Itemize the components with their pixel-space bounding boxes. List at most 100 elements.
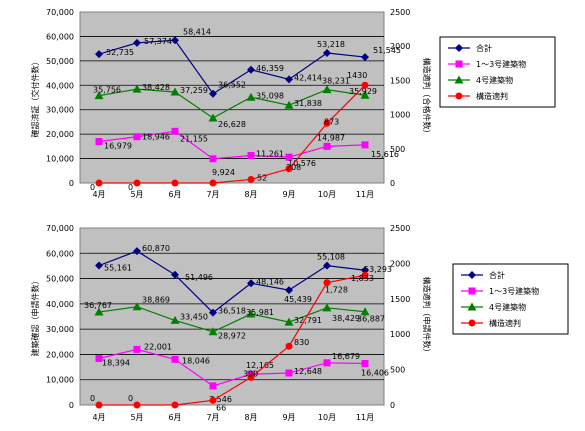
- y-tick-label: 70,000: [46, 8, 74, 17]
- data-label: 35,981: [246, 308, 274, 317]
- legend-marker: [468, 287, 476, 295]
- y2-tick-label: 2500: [390, 8, 410, 17]
- data-point: [95, 401, 103, 409]
- data-label: 38,869: [142, 296, 170, 305]
- y2-tick-label: 2500: [390, 224, 410, 233]
- y-tick-label: 50,000: [46, 57, 74, 66]
- data-point: [209, 396, 217, 404]
- data-point: [94, 91, 104, 100]
- data-label: 38,428: [142, 83, 170, 92]
- data-label: 7,546: [209, 395, 232, 404]
- data-label: 57,374: [144, 37, 172, 46]
- data-point: [171, 179, 179, 187]
- data-label: 9,924: [212, 168, 235, 177]
- data-point: [171, 36, 179, 45]
- series-line: [98, 306, 366, 333]
- y-tick-label: 60,000: [46, 32, 74, 41]
- data-point: [285, 342, 293, 350]
- legend-label: 構造適判: [489, 318, 521, 328]
- data-point: [361, 141, 369, 149]
- data-label: 58,414: [183, 27, 211, 36]
- data-label: 830: [294, 338, 309, 347]
- y-tick-label: 20,000: [46, 350, 74, 359]
- data-label: 10,576: [288, 159, 316, 168]
- data-label: 16,406: [361, 369, 389, 378]
- data-label: 31,838: [294, 99, 322, 108]
- x-tick-label: 6月: [168, 413, 181, 422]
- y-tick-label: 30,000: [46, 325, 74, 334]
- y2-axis-title: 構造適判（合格件数）: [422, 58, 432, 138]
- x-tick-label: 10月: [318, 413, 336, 422]
- data-point: [285, 286, 293, 295]
- data-point: [285, 153, 293, 161]
- legend-marker: [455, 92, 463, 100]
- data-label: 15,616: [371, 150, 399, 159]
- legend-label: 4号建築物: [489, 302, 526, 312]
- y-tick-label: 0: [69, 179, 74, 188]
- data-label: 22,001: [144, 342, 172, 351]
- x-tick-label: 9月: [282, 413, 295, 422]
- data-label: 37,259: [180, 86, 208, 95]
- data-label: 0: [128, 183, 133, 192]
- x-tick-label: 10月: [318, 190, 336, 199]
- data-point: [171, 270, 179, 279]
- x-tick-label: 8月: [244, 190, 257, 199]
- legend-label: 1～3号建築物: [489, 286, 539, 296]
- data-label: 14,987: [317, 133, 345, 142]
- data-label: 55,108: [317, 253, 345, 262]
- data-point: [133, 179, 141, 187]
- data-point: [133, 247, 141, 256]
- data-label: 32,791: [294, 316, 322, 325]
- data-point: [322, 303, 332, 312]
- data-label: 11,261: [256, 149, 284, 158]
- y2-tick-label: 1500: [390, 76, 410, 85]
- series-line: [98, 88, 366, 119]
- data-label: 52,735: [106, 48, 134, 57]
- data-label: 51,545: [373, 46, 401, 55]
- data-label: 1,833: [351, 274, 374, 283]
- y2-tick-label: 2000: [390, 42, 410, 51]
- data-point: [132, 84, 142, 93]
- legend-label: 4号建築物: [476, 75, 513, 85]
- data-point: [360, 307, 370, 316]
- data-point: [323, 142, 331, 150]
- data-label: 873: [324, 117, 339, 126]
- data-label: 0: [90, 183, 95, 192]
- data-point: [132, 302, 142, 311]
- data-point: [323, 279, 331, 287]
- data-label: 0: [90, 394, 95, 403]
- y-tick-label: 70,000: [46, 224, 74, 233]
- x-tick-label: 5月: [130, 190, 143, 199]
- data-label: 36,767: [84, 301, 112, 310]
- data-point: [171, 355, 179, 363]
- data-point: [323, 48, 331, 57]
- data-label: 18,046: [182, 356, 210, 365]
- data-point: [171, 401, 179, 409]
- y-tick-label: 10,000: [46, 376, 74, 385]
- y2-tick-label: 1000: [390, 330, 410, 339]
- data-label: 33,450: [180, 312, 208, 321]
- legend-label: 合計: [489, 270, 505, 280]
- data-point: [323, 261, 331, 270]
- data-point: [95, 50, 103, 59]
- data-point: [208, 327, 218, 336]
- x-tick-label: 4月: [92, 190, 105, 199]
- x-tick-label: 6月: [168, 190, 181, 199]
- x-tick-label: 8月: [244, 413, 257, 422]
- legend-marker: [455, 60, 463, 68]
- y2-tick-label: 1000: [390, 111, 410, 120]
- legend-marker: [455, 44, 463, 52]
- data-point: [361, 360, 369, 368]
- y2-tick-label: 0: [390, 179, 395, 188]
- legend-marker: [467, 302, 477, 311]
- data-point: [171, 127, 179, 135]
- x-tick-label: 9月: [282, 190, 295, 199]
- legend-label: 合計: [476, 43, 492, 53]
- x-tick-label: 7月: [206, 190, 219, 199]
- y-tick-label: 10,000: [46, 155, 74, 164]
- data-label: 0: [128, 394, 133, 403]
- data-point: [246, 92, 256, 101]
- series-line: [99, 84, 366, 184]
- y2-tick-label: 1500: [390, 295, 410, 304]
- data-label: 42,414: [294, 73, 322, 82]
